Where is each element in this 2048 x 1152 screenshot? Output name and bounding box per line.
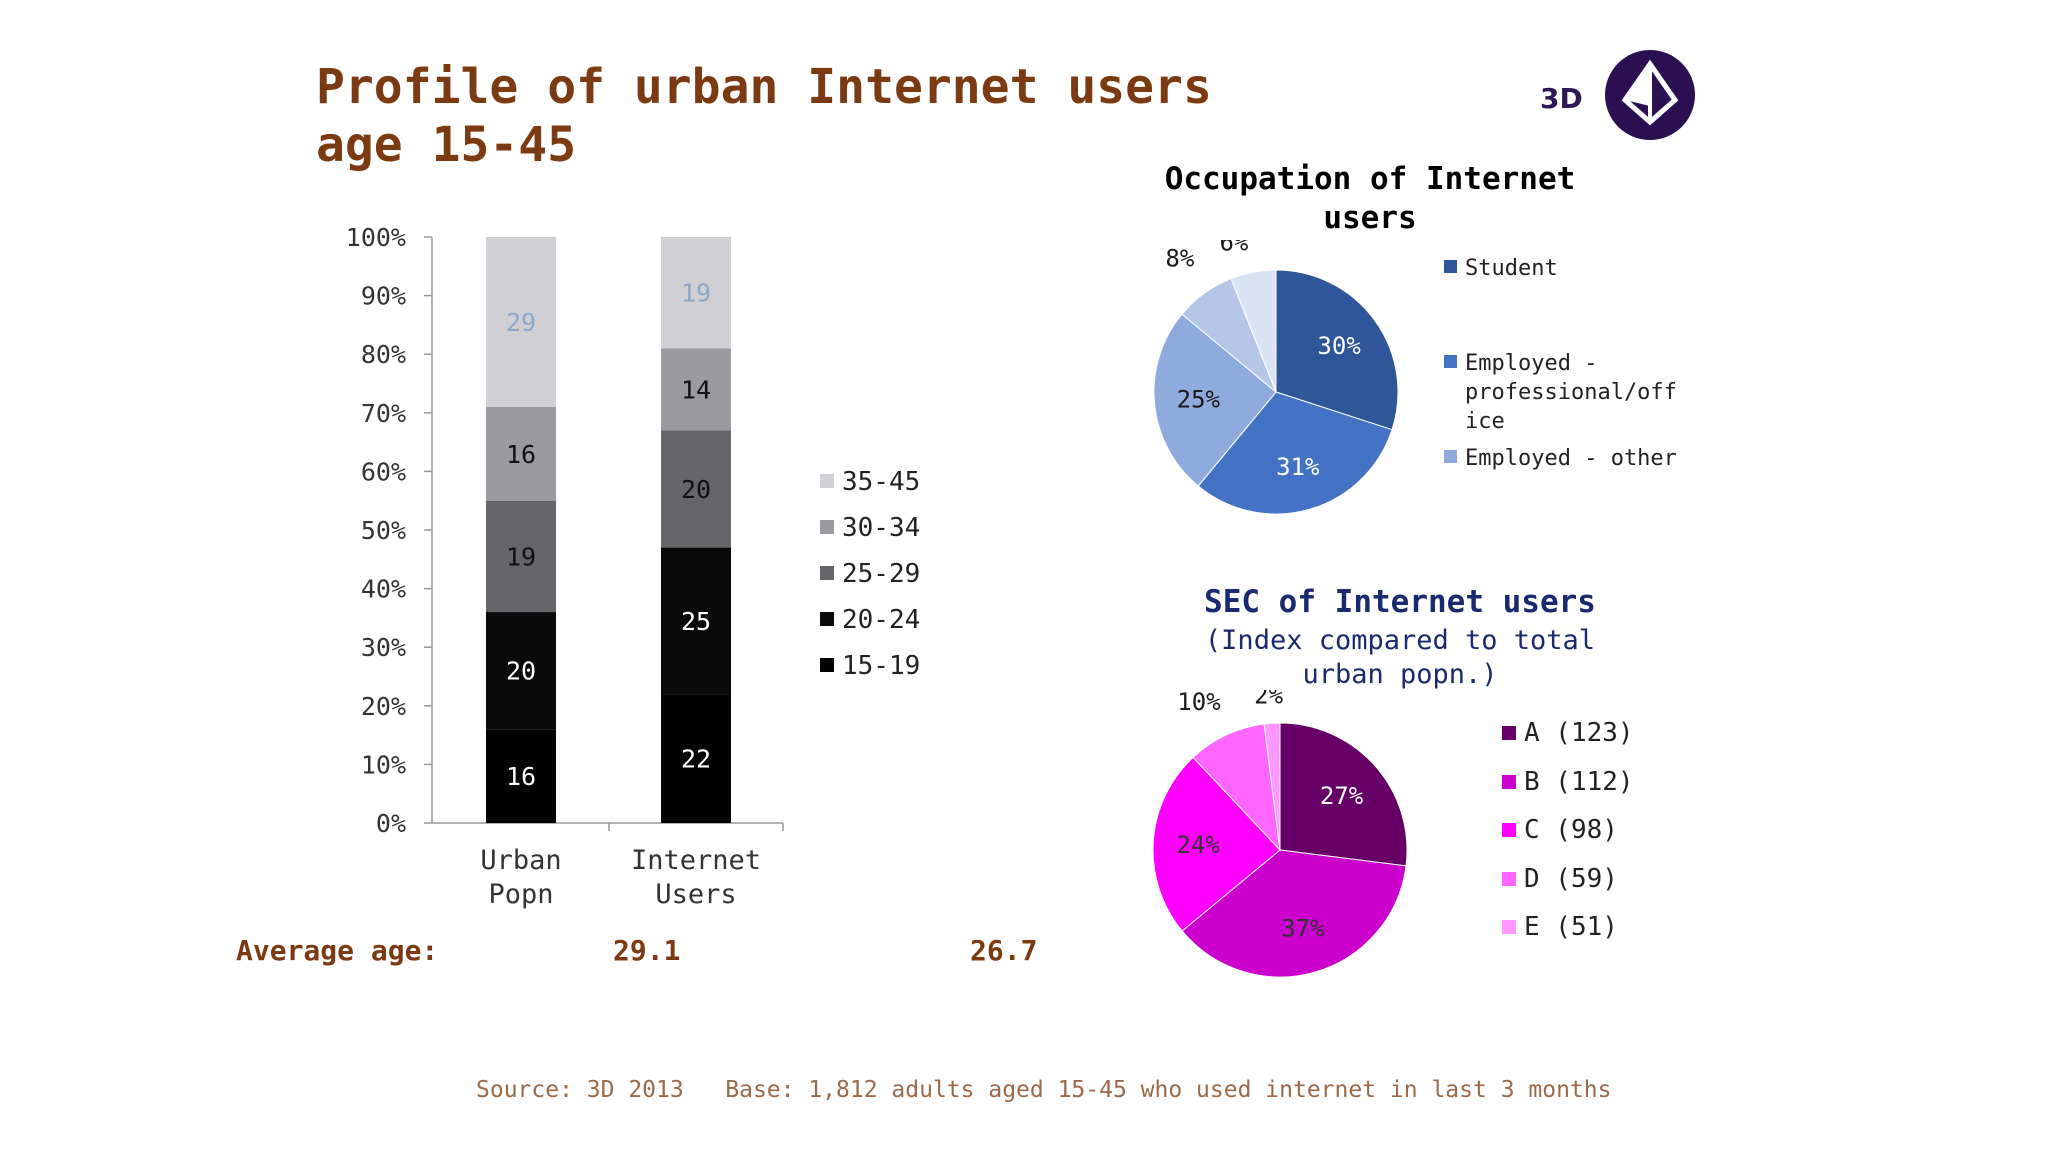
- legend-swatch: [820, 658, 834, 672]
- pie-slice: [1197, 391, 1393, 515]
- y-tick-label: 20%: [361, 692, 406, 721]
- bar-data-label: 29: [506, 308, 536, 337]
- legend-label: B (112): [1524, 767, 1634, 797]
- bar-data-label: 20: [681, 475, 711, 504]
- y-tick-label: 60%: [361, 457, 406, 486]
- legend-swatch: [1502, 920, 1516, 934]
- pie-slice: [1230, 269, 1277, 393]
- pie-slice: [1275, 269, 1399, 431]
- y-tick-label: 80%: [361, 340, 406, 369]
- pie-slice: [1152, 756, 1281, 932]
- legend-label: ice: [1465, 409, 1505, 434]
- legend-swatch: [1502, 775, 1516, 789]
- x-category-label: Internet: [631, 845, 761, 876]
- pie-slice-label: 27%: [1320, 782, 1364, 810]
- bar-segment: [661, 547, 731, 695]
- y-tick-label: 30%: [361, 633, 406, 662]
- bar-segment: [661, 348, 731, 431]
- bar-data-label: 22: [681, 745, 711, 774]
- sec-pie-chart: 27% 37% 24% 10% 2% A (123) B (112) C (98) D (59)…: [1152, 690, 1634, 978]
- pie-slice-label: 8%: [1165, 245, 1194, 273]
- legend-label: 30-34: [842, 513, 920, 543]
- pie-slice-label: 31%: [1276, 453, 1320, 481]
- bar-data-label: 19: [681, 279, 711, 308]
- logo-text: 3D: [1540, 82, 1583, 115]
- pie-slice-label: 25%: [1177, 385, 1221, 413]
- source-note: Source: 3D 2013 Base: 1,812 adults aged …: [476, 1077, 1612, 1103]
- bar-segment: [486, 729, 556, 823]
- y-tick-label: 50%: [361, 516, 406, 545]
- legend-swatch: [1502, 823, 1516, 837]
- x-category-label: Urban: [480, 845, 561, 876]
- legend-label: 15-19: [842, 651, 920, 681]
- pie-slice-label: 30%: [1317, 332, 1361, 360]
- pie-slice: [1192, 723, 1281, 852]
- sec-chart-subtitle: (Index compared to total urban popn.): [1204, 625, 1596, 690]
- bar-segment: [661, 430, 731, 548]
- legend-swatch: [1444, 450, 1457, 463]
- bar-segment: [486, 612, 556, 730]
- legend-swatch: [1444, 260, 1457, 273]
- y-tick-label: 100%: [346, 223, 406, 252]
- bar-segment: [486, 406, 556, 501]
- occupation-pie-chart: 30% 31% 25% 8% 6% Student Employed - profession…: [1153, 240, 1677, 515]
- legend-label: Student: [1465, 256, 1558, 281]
- legend-label: D (59): [1524, 864, 1618, 894]
- legend-swatch: [1502, 726, 1516, 740]
- pie-slice-label: 24%: [1176, 831, 1220, 859]
- brand-logo: 3D: [1540, 50, 1696, 142]
- legend-label: Employed -: [1465, 351, 1597, 376]
- occupation-chart-title: Occupation of Internet users: [1164, 161, 1576, 236]
- bar-segment: [486, 237, 556, 407]
- legend-label: 20-24: [842, 605, 920, 635]
- legend-swatch: [820, 566, 834, 580]
- pie-slice: [1181, 849, 1407, 978]
- bar-segment: [661, 237, 731, 349]
- x-category-label: Popn: [488, 879, 553, 910]
- pie-slice-label: 2%: [1254, 690, 1283, 709]
- pie-slice-label: 6%: [1219, 240, 1248, 257]
- pie-slice-label: 37%: [1281, 915, 1325, 943]
- legend-swatch: [820, 474, 834, 488]
- bar-segment: [486, 500, 556, 613]
- pie-slice: [1279, 722, 1408, 867]
- legend-label: 35-45: [842, 467, 920, 497]
- average-age-label: Average age:: [236, 934, 439, 967]
- bar-data-label: 20: [506, 657, 536, 686]
- bar-data-label: 14: [681, 375, 711, 404]
- legend-label: Employed - other: [1465, 446, 1677, 471]
- bar-data-label: 16: [506, 440, 536, 469]
- y-tick-label: 40%: [361, 575, 406, 604]
- legend-swatch: [1444, 355, 1457, 368]
- y-tick-label: 70%: [361, 399, 406, 428]
- legend-label: professional/off: [1465, 380, 1677, 405]
- bar-segment: [661, 694, 731, 823]
- bar-data-label: 16: [506, 762, 536, 791]
- y-tick-label: 0%: [376, 809, 406, 838]
- legend-label: C (98): [1524, 815, 1618, 845]
- legend-swatch: [1502, 872, 1516, 886]
- y-tick-label: 90%: [361, 282, 406, 311]
- average-age-urban: 29.1: [613, 934, 681, 967]
- sec-chart-title: SEC of Internet users: [1204, 584, 1596, 620]
- bar-data-label: 25: [681, 607, 711, 636]
- pie-slice-label: 10%: [1177, 690, 1221, 716]
- legend-label: E (51): [1524, 912, 1618, 942]
- age-stacked-bar-chart: 0% 10% 20% 30% 40% 50% 60% 70% 80% 90% 100% 16 20 19 1…: [346, 223, 921, 910]
- pie-slice: [1263, 722, 1281, 851]
- legend-label: A (123): [1524, 718, 1634, 748]
- pie-slice: [1153, 313, 1277, 487]
- bar-data-label: 19: [506, 542, 536, 571]
- page-title: Profile of urban Internet users age 15-4…: [316, 59, 1212, 173]
- legend-swatch: [820, 612, 834, 626]
- y-tick-label: 10%: [361, 750, 406, 779]
- x-category-label: Users: [655, 879, 736, 910]
- legend-swatch: [820, 520, 834, 534]
- legend-label: 25-29: [842, 559, 920, 589]
- logo-pyramid-icon: [1605, 50, 1695, 140]
- average-age-internet: 26.7: [970, 934, 1038, 967]
